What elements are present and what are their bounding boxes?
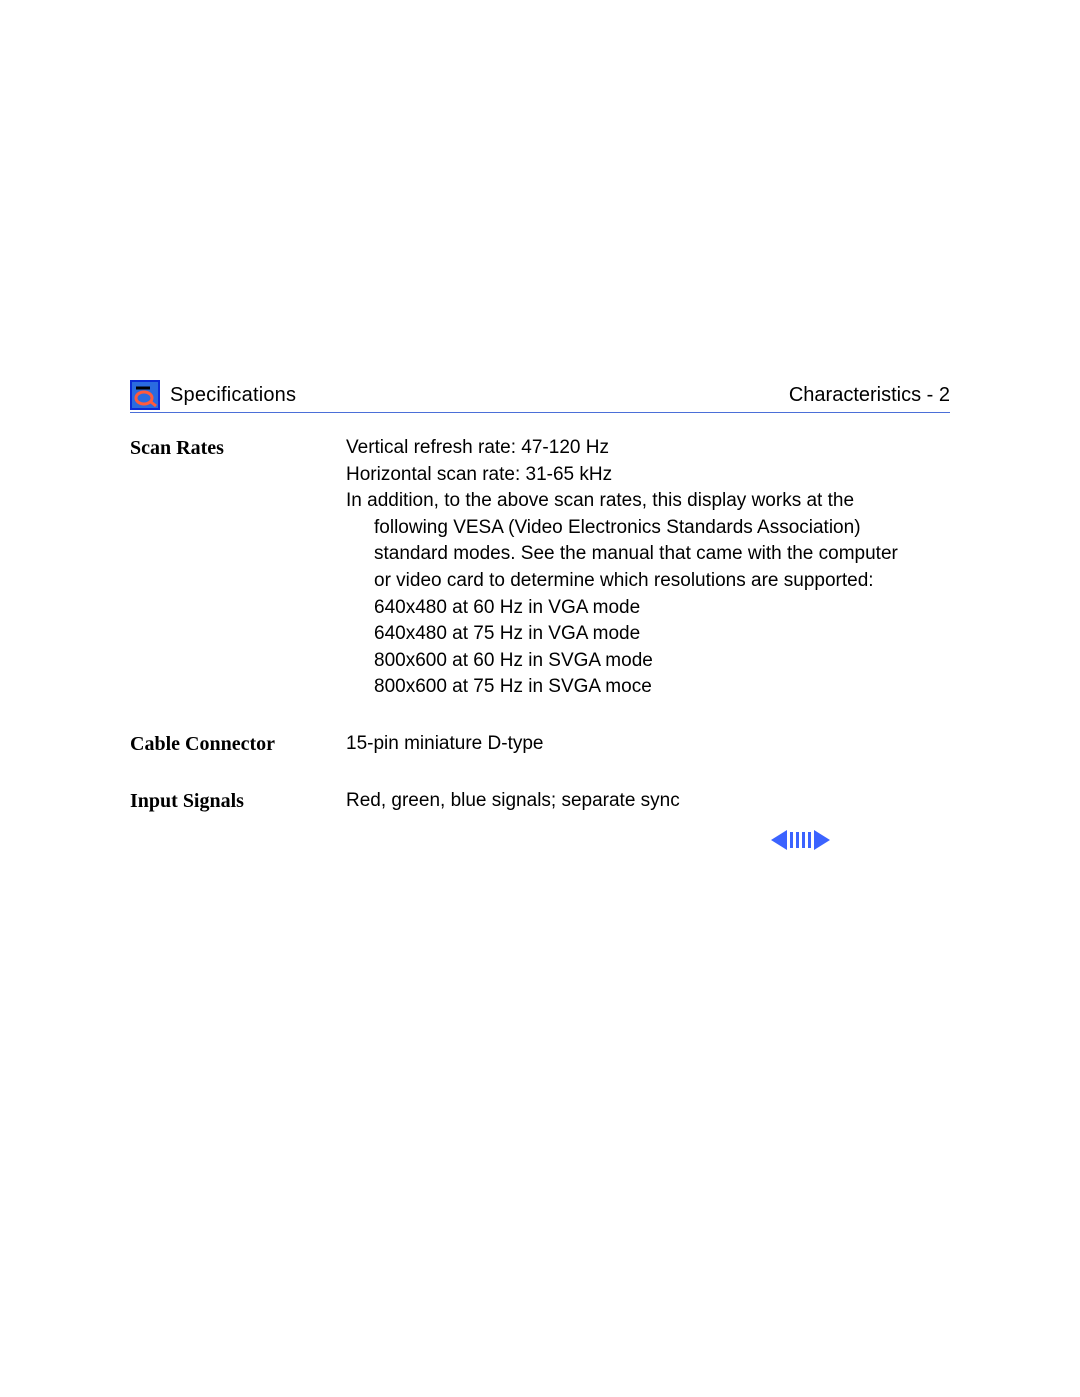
spec-row-input-signals: Input Signals Red, green, blue signals; … (130, 788, 950, 815)
spec-heading: Input Signals (130, 788, 346, 813)
specifications-icon (130, 380, 160, 410)
spec-line: Vertical refresh rate: 47-120 Hz (346, 435, 950, 462)
page-number: Characteristics - 2 (789, 384, 950, 407)
header-row: Specifications Characteristics - 2 (130, 380, 950, 413)
spec-line: 15-pin miniature D-type (346, 731, 950, 758)
spec-row-cable-connector: Cable Connector 15-pin miniature D-type (130, 731, 950, 758)
pager-bar-icon (796, 832, 799, 848)
pager-bar-icon (802, 832, 805, 848)
spec-line: or video card to determine which resolut… (346, 568, 950, 595)
header-left: Specifications (130, 380, 296, 410)
spec-line: 800x600 at 60 Hz in SVGA mode (346, 648, 950, 675)
next-page-button[interactable] (814, 830, 830, 850)
spec-line: 640x480 at 60 Hz in VGA mode (346, 595, 950, 622)
spec-body: Vertical refresh rate: 47-120 Hz Horizon… (346, 435, 950, 701)
spec-line: following VESA (Video Electronics Standa… (346, 515, 950, 542)
spec-heading: Scan Rates (130, 435, 346, 460)
spec-heading: Cable Connector (130, 731, 346, 756)
prev-page-button[interactable] (771, 830, 787, 850)
pager-bar-icon (790, 832, 793, 848)
spec-line: standard modes. See the manual that came… (346, 541, 950, 568)
spec-row-scan-rates: Scan Rates Vertical refresh rate: 47-120… (130, 435, 950, 701)
spec-line: 800x600 at 75 Hz in SVGA moce (346, 674, 950, 701)
spec-line: Horizontal scan rate: 31-65 kHz (346, 462, 950, 489)
pager-bar-icon (808, 832, 811, 848)
spec-line: 640x480 at 75 Hz in VGA mode (346, 621, 950, 648)
spec-line: Red, green, blue signals; separate sync (346, 788, 950, 815)
spec-body: Red, green, blue signals; separate sync (346, 788, 950, 815)
spec-line: In addition, to the above scan rates, th… (346, 488, 950, 515)
spec-body: 15-pin miniature D-type (346, 731, 950, 758)
document-page: Specifications Characteristics - 2 Scan … (0, 0, 1080, 1397)
pager-bars (789, 832, 812, 848)
section-title: Specifications (170, 384, 296, 407)
pager (771, 830, 830, 850)
